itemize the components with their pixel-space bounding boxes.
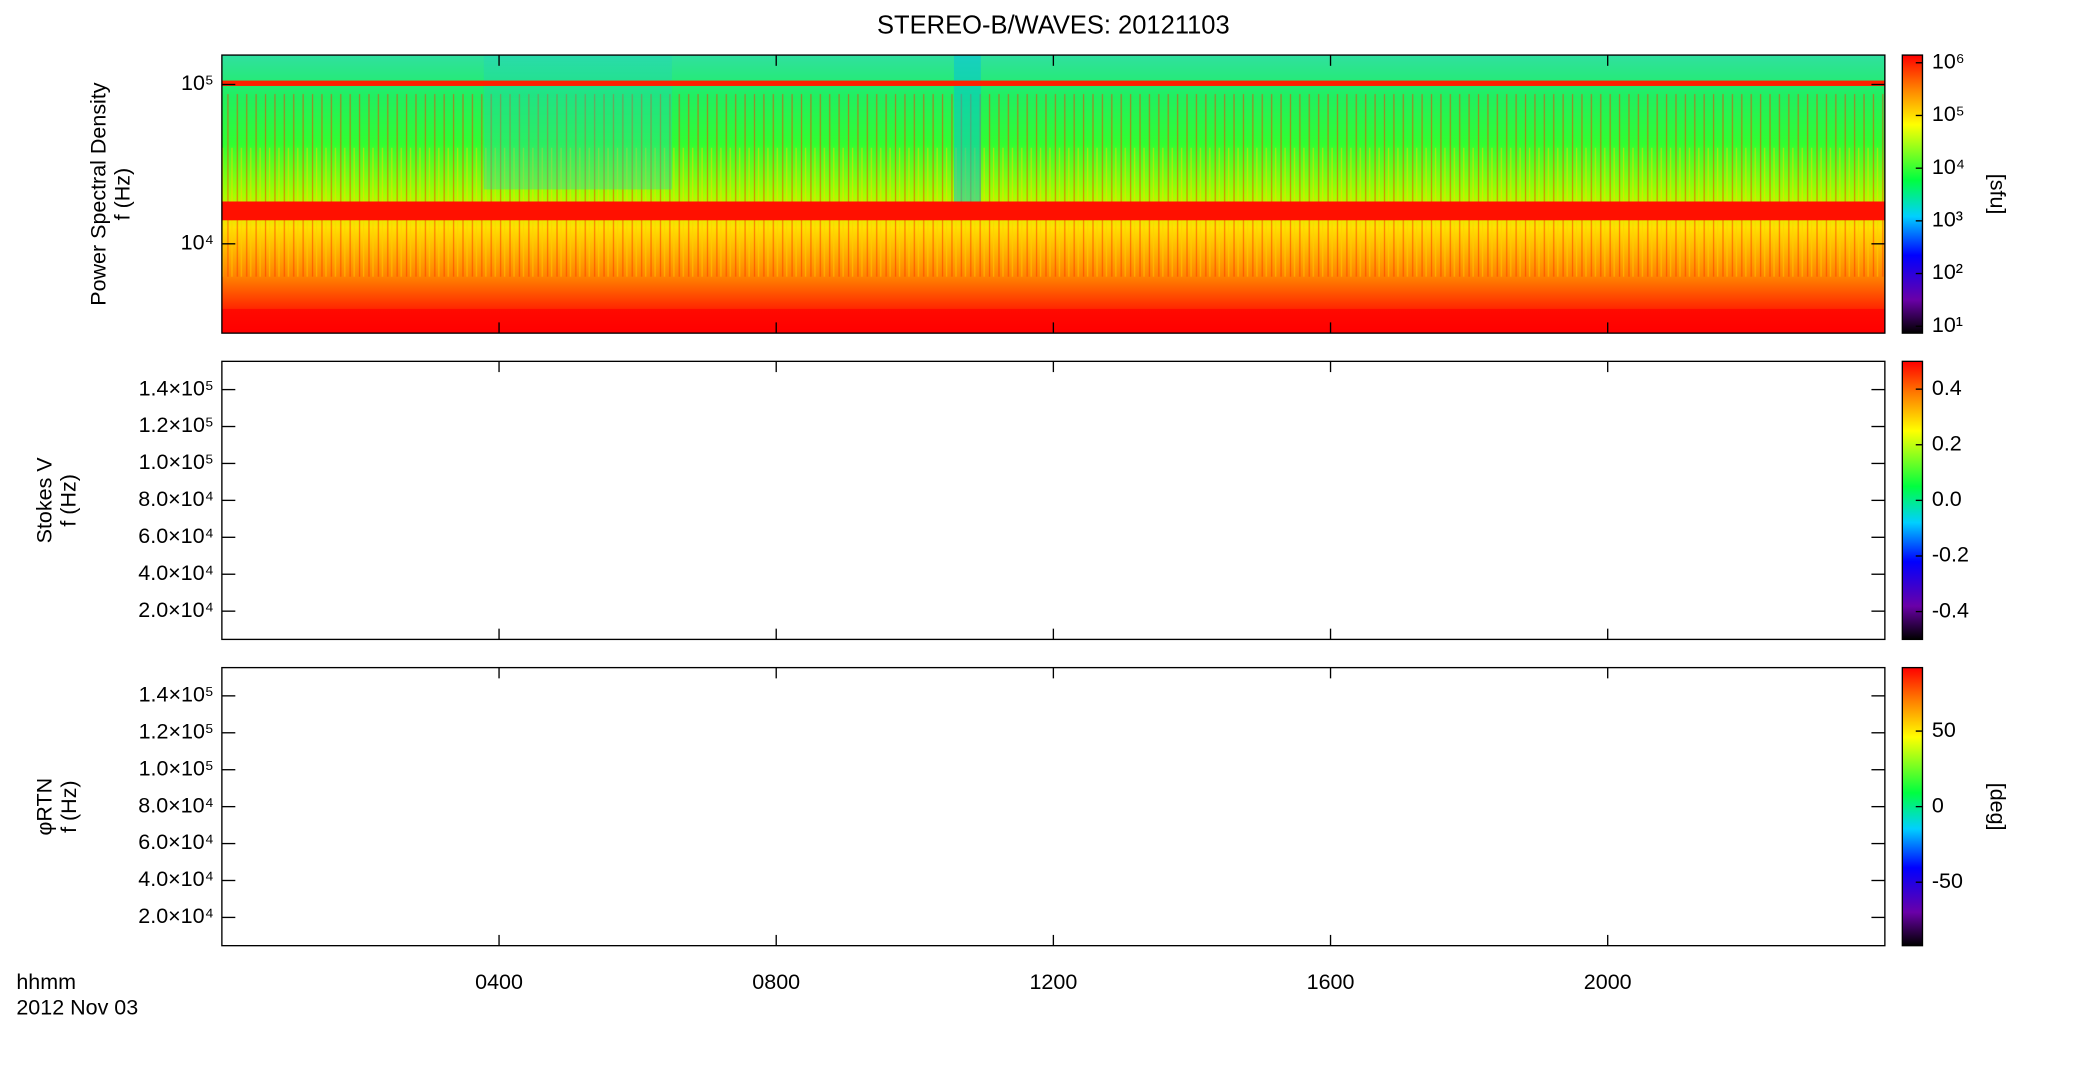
colorbar-tick-label: 0.2 — [1932, 431, 1962, 455]
y-axis-label: f (Hz) — [110, 168, 134, 221]
date-label: 2012 Nov 03 — [16, 995, 138, 1019]
spectrogram-image — [221, 55, 1885, 334]
colorbar-tick-label: 0.0 — [1932, 487, 1962, 511]
y-tick-label: 10⁵ — [181, 71, 214, 95]
colorbar-tick-label: 0 — [1932, 793, 1944, 817]
y-tick-label: 1.0×10⁵ — [139, 756, 214, 780]
x-tick-label: 0400 — [475, 970, 523, 994]
colorbar-label: [deg] — [1986, 783, 2010, 831]
y-tick-label: 8.0×10⁴ — [138, 793, 214, 817]
colorbar — [1901, 54, 1924, 334]
y-axis-label: f (Hz) — [57, 474, 81, 527]
colorbar-tick-label: -50 — [1932, 869, 1963, 893]
y-tick-label: 2.0×10⁴ — [138, 598, 214, 622]
y-tick-label: 4.0×10⁴ — [138, 561, 214, 585]
y-tick-label: 1.2×10⁵ — [139, 413, 214, 437]
y-tick-label: 2.0×10⁴ — [138, 904, 214, 928]
x-tick-label: 1600 — [1307, 970, 1355, 994]
y-axis-label: φRTN — [33, 778, 57, 836]
y-tick-label: 4.0×10⁴ — [138, 867, 214, 891]
y-tick-label: 1.0×10⁵ — [139, 450, 214, 474]
y-tick-label: 1.2×10⁵ — [139, 719, 214, 743]
x-tick-label: 0800 — [752, 970, 800, 994]
y-tick-label: 1.4×10⁵ — [139, 376, 214, 400]
y-tick-label: 1.4×10⁵ — [139, 683, 214, 707]
plot-frame — [221, 360, 1886, 641]
colorbar-label: [sfu] — [1986, 174, 2010, 215]
colorbar-tick-label: 10⁵ — [1932, 102, 1965, 126]
colorbar-tick-label: 10¹ — [1932, 313, 1963, 337]
y-tick-label: 10⁴ — [181, 230, 214, 254]
colorbar-tick-label: 10² — [1932, 260, 1963, 284]
colorbar-tick-label: -0.4 — [1932, 598, 1969, 622]
colorbar-tick-label: 0.4 — [1932, 376, 1962, 400]
y-axis-label: Power Spectral Density — [86, 82, 110, 306]
y-axis-label: Stokes V — [33, 457, 57, 544]
y-axis-label: f (Hz) — [57, 780, 81, 833]
y-tick-label: 6.0×10⁴ — [138, 830, 214, 854]
colorbar-tick-label: 10³ — [1932, 208, 1963, 232]
y-tick-label: 6.0×10⁴ — [138, 524, 214, 548]
chart-title: STEREO-B/WAVES: 20121103 — [877, 12, 1230, 40]
colorbar-tick-label: 10⁶ — [1932, 49, 1965, 73]
plot-frame — [221, 666, 1886, 947]
colorbar-tick-label: 50 — [1932, 718, 1956, 742]
x-tick-label: 1200 — [1029, 970, 1077, 994]
x-tick-label: 2000 — [1584, 970, 1632, 994]
colorbar-tick-label: -0.2 — [1932, 543, 1969, 567]
y-tick-label: 8.0×10⁴ — [138, 487, 214, 511]
x-axis-label: hhmm — [16, 970, 76, 994]
colorbar-tick-label: 10⁴ — [1932, 155, 1965, 179]
